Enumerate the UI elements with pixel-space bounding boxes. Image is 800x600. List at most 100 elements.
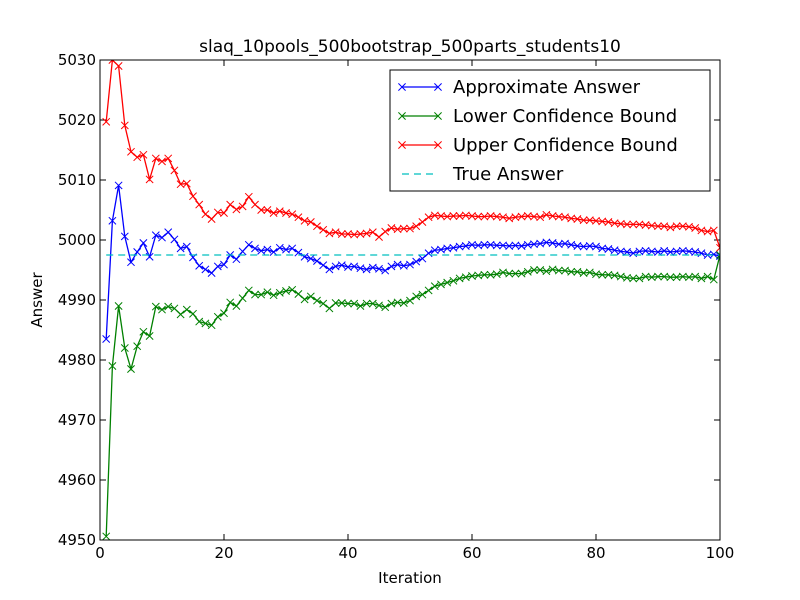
y-tick-label: 4980 [58,351,96,369]
data-point-marker [461,211,470,220]
data-point-marker [412,292,421,301]
data-point-marker [325,229,334,238]
data-point-marker [480,270,489,279]
data-point-marker [220,309,228,318]
data-point-marker [313,222,321,231]
data-point-marker [275,207,284,216]
data-point-marker [412,222,421,231]
data-point-marker [300,216,309,225]
data-point-marker [542,238,551,247]
data-point-marker [387,299,396,308]
data-point-marker [709,250,718,259]
data-point-marker [424,286,433,295]
data-point-marker [474,212,483,221]
data-point-marker [306,218,315,226]
y-tick-label: 4950 [58,531,96,549]
data-point-marker [306,292,315,301]
data-point-marker [430,282,439,291]
data-point-marker [424,249,433,258]
data-point-marker [282,245,290,254]
data-point-marker [647,273,656,282]
data-point-marker [623,220,631,229]
data-point-marker [226,298,235,307]
data-point-marker [468,272,476,280]
data-point-marker [288,210,297,219]
series-layer [102,60,720,540]
data-point-marker [362,229,371,238]
data-point-marker [337,230,346,238]
data-point-marker [548,239,557,247]
data-point-marker [610,246,619,255]
data-point-marker [170,166,179,175]
data-point-marker [616,247,625,256]
data-point-marker [629,220,638,229]
data-point-marker [114,302,123,310]
data-point-marker [505,269,514,278]
axis-ticks: 0 20 40 60 80 100 4950 4960 4970 4980 4990 5000 5010… [58,51,735,562]
data-point-marker [158,157,166,166]
legend-entry-approximate-answer: Approximate Answer [398,77,641,98]
data-point-marker [201,210,210,219]
data-point-marker [356,230,365,238]
data-point-marker [716,251,720,259]
data-point-marker [176,244,185,253]
data-point-marker [195,200,204,209]
legend-label: Upper Confidence Bound [453,135,678,156]
data-point-marker [375,301,383,310]
data-point-marker [387,224,396,232]
data-point-marker [350,230,359,239]
data-point-marker [554,240,563,249]
x-tick-label: 40 [338,544,357,562]
data-point-marker [647,221,656,230]
x-tick-label: 80 [586,544,605,562]
data-point-marker [443,278,452,287]
x-tick-label: 100 [706,544,735,562]
data-point-marker [418,254,427,263]
x-tick-label: 20 [214,544,233,562]
legend-marker [398,112,406,120]
data-point-marker [356,302,365,310]
data-point-marker [592,216,600,225]
data-point-marker [573,267,582,276]
data-point-marker [635,274,644,283]
legend-box [389,69,711,192]
data-point-marker [517,212,526,221]
data-point-marker [523,212,532,220]
data-point-marker [716,243,720,252]
data-point-marker [691,272,700,281]
data-point-marker [641,246,650,255]
legend-entry-true-answer: True Answer [402,164,564,185]
data-point-marker [585,242,594,250]
data-point-marker [604,245,613,253]
data-point-marker [127,147,135,156]
data-point-marker [232,255,241,264]
data-point-marker [511,241,520,250]
data-point-marker [158,305,166,314]
data-point-marker [511,269,520,278]
data-point-marker [592,242,600,251]
data-point-marker [120,232,129,241]
data-point-marker [530,212,538,221]
data-point-marker [660,246,669,255]
data-point-marker [536,213,545,222]
data-point-marker [616,219,625,228]
legend-entries: Approximate Answer Lower Confidence Bound… [398,77,678,185]
data-point-marker [331,228,340,237]
data-point-marker [176,180,185,189]
data-point-marker [598,244,607,253]
data-point-marker [232,302,241,310]
data-point-marker [579,242,588,251]
y-tick-label: 4990 [58,291,96,309]
data-point-marker [368,263,377,272]
data-point-marker [331,299,340,307]
data-point-marker [455,212,464,220]
data-point-marker [381,227,390,236]
data-point-marker [213,208,222,217]
data-point-marker [269,291,278,300]
data-point-marker [517,269,526,278]
data-point-marker [573,215,582,223]
data-point-marker [207,269,216,277]
data-point-marker [437,280,445,289]
data-point-marker [610,271,619,280]
data-point-marker [170,304,179,313]
